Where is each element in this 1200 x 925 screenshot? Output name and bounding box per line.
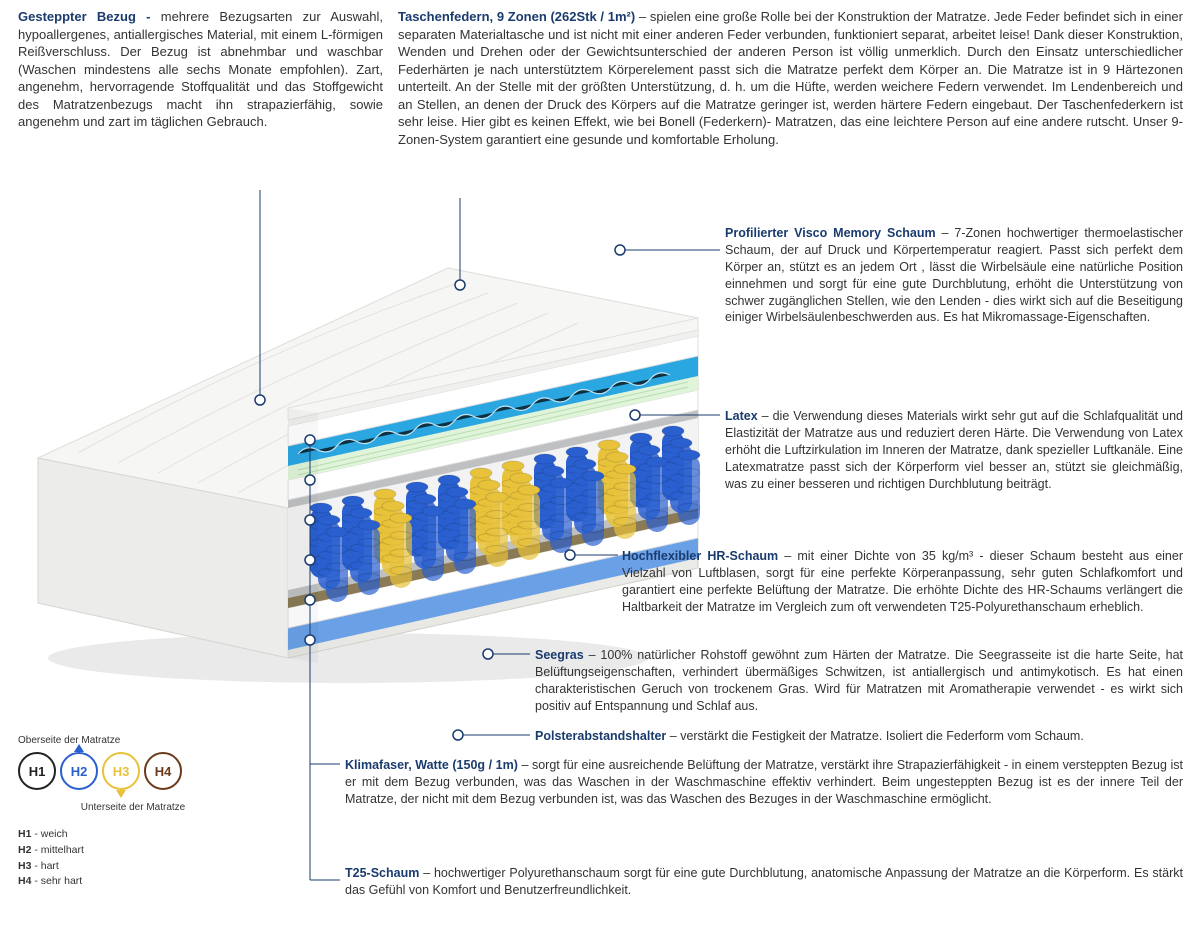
section-visco: Profilierter Visco Memory Schaum – 7-Zon… (725, 225, 1183, 326)
legend-top-label: Oberseite der Matratze (18, 735, 248, 746)
visco-text: – 7-Zonen hochwertiger thermoelastischer… (725, 226, 1183, 324)
firmness-circle-h4: H4 (144, 752, 182, 790)
legend-bottom-label: Unterseite der Matratze (18, 802, 248, 813)
section-t25: T25-Schaum – hochwertiger Polyurethansch… (345, 865, 1183, 899)
spacer-text: – verstärkt die Festigkeit der Matratze.… (670, 729, 1084, 743)
t25-text: – hochwertiger Polyurethanschaum sorgt f… (345, 866, 1183, 897)
legend-list: H1 - weichH2 - mittelhartH3 - hartH4 - s… (18, 827, 248, 890)
firmness-circle-h2: H2 (60, 752, 98, 790)
seagrass-title: Seegras (535, 648, 589, 662)
visco-title: Profilierter Visco Memory Schaum (725, 226, 942, 240)
t25-title: T25-Schaum (345, 866, 423, 880)
legend-circles: H1H2H3H4 (18, 752, 248, 790)
latex-text: – die Verwendung dieses Materials wirkt … (725, 409, 1183, 491)
springs-title: Taschenfedern, 9 Zonen (262Stk / 1m²) (398, 9, 639, 24)
section-latex: Latex – die Verwendung dieses Materials … (725, 408, 1183, 492)
legend-item: H2 - mittelhart (18, 843, 248, 859)
klima-title: Klimafaser, Watte (150g / 1m) (345, 758, 521, 772)
latex-title: Latex (725, 409, 762, 423)
firmness-legend: Oberseite der Matratze H1H2H3H4 Untersei… (18, 735, 248, 890)
springs-text: – spielen eine große Rolle bei der Konst… (398, 9, 1183, 147)
spacer-title: Polsterabstandshalter (535, 729, 670, 743)
section-seagrass: Seegras – 100% natürlicher Rohstoff gewö… (535, 647, 1183, 715)
section-klimafaser: Klimafaser, Watte (150g / 1m) – sorgt fü… (345, 757, 1183, 808)
legend-item: H3 - hart (18, 859, 248, 875)
seagrass-text: – 100% natürlicher Rohstoff gewöhnt zum … (535, 648, 1183, 713)
section-hrfoam: Hochflexibler HR-Schaum – mit einer Dich… (622, 548, 1183, 616)
cover-text: mehrere Bezugsarten zur Auswahl, hypoall… (18, 9, 383, 129)
section-springs: Taschenfedern, 9 Zonen (262Stk / 1m²) – … (398, 8, 1183, 148)
mattress-illustration (18, 208, 718, 698)
section-cover: Gesteppter Bezug - mehrere Bezugsarten z… (18, 8, 383, 131)
legend-item: H1 - weich (18, 827, 248, 843)
cover-title: Gesteppter Bezug - (18, 9, 161, 24)
firmness-circle-h1: H1 (18, 752, 56, 790)
legend-item: H4 - sehr hart (18, 874, 248, 890)
firmness-circle-h3: H3 (102, 752, 140, 790)
hrfoam-title: Hochflexibler HR-Schaum (622, 549, 784, 563)
section-spacer: Polsterabstandshalter – verstärkt die Fe… (535, 728, 1183, 745)
